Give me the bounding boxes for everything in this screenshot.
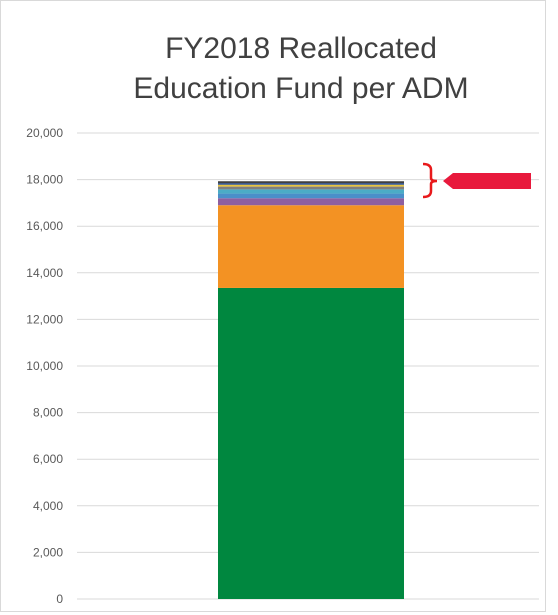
bar-segment-3 — [218, 198, 404, 206]
y-tick-label: 12,000 — [26, 312, 63, 326]
chart-frame: FY2018 Reallocated Education Fund per AD… — [0, 0, 546, 612]
y-tick-label: 10,000 — [26, 359, 63, 373]
chart-title-line-2: Education Fund per ADM — [133, 72, 469, 105]
y-tick-label: 20,000 — [26, 126, 63, 140]
pointer-arrow — [443, 173, 531, 189]
stacked-bar — [218, 181, 404, 599]
bar-segment-2 — [218, 205, 404, 288]
chart-title: FY2018 Reallocated Education Fund per AD… — [101, 29, 501, 109]
y-axis-tick-labels: 0 2,000 4,000 6,000 8,000 10,000 12,000 14,000 1… — [26, 126, 63, 606]
y-tick-label: 6,000 — [33, 452, 63, 466]
bar-segment-4 — [218, 193, 404, 199]
bar-segment-1 — [218, 287, 404, 599]
curly-brace — [422, 162, 438, 199]
bar-segment-6 — [218, 186, 404, 190]
y-tick-label: 8,000 — [33, 406, 63, 420]
bar-segment-5 — [218, 189, 404, 194]
y-tick-label: 2,000 — [33, 545, 63, 559]
chart-title-line-1: FY2018 Reallocated — [165, 32, 437, 65]
y-tick-label: 18,000 — [26, 173, 63, 187]
y-tick-label: 4,000 — [33, 499, 63, 513]
bar-segment-8 — [218, 183, 404, 185]
y-tick-label: 16,000 — [26, 219, 63, 233]
plot-area: 0 2,000 4,000 6,000 8,000 10,000 12,000 14,000 1… — [26, 126, 539, 606]
annotations — [422, 162, 531, 199]
bar-segment-7 — [218, 184, 404, 187]
bar-segment-9 — [218, 181, 404, 184]
y-tick-label: 14,000 — [26, 266, 63, 280]
y-tick-label: 0 — [56, 592, 63, 606]
